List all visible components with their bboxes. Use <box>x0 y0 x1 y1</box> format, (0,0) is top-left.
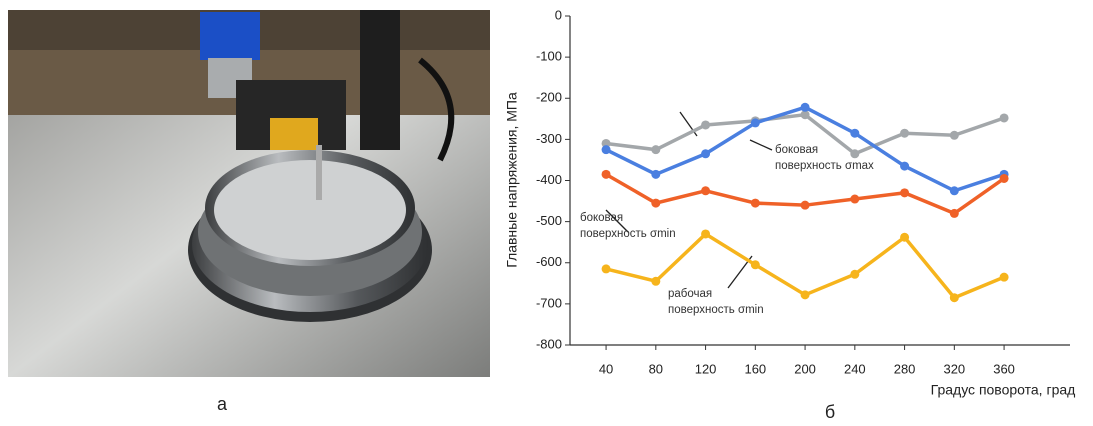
point <box>900 129 909 138</box>
x-tick-label: 200 <box>794 361 816 376</box>
photo <box>8 10 490 377</box>
point <box>701 120 710 129</box>
panel-label: а <box>217 394 228 414</box>
point <box>801 201 810 210</box>
point <box>850 195 859 204</box>
annotation: боковая <box>580 212 623 224</box>
x-tick-label: 280 <box>894 361 916 376</box>
point <box>950 131 959 140</box>
y-tick-label: -400 <box>536 172 562 187</box>
series-line <box>606 234 1004 298</box>
point <box>1000 273 1009 282</box>
y-tick-label: 0 <box>555 7 562 22</box>
y-axis-label: Главные напряжения, МПа <box>504 92 520 268</box>
point <box>651 277 660 286</box>
y-tick-label: -600 <box>536 254 562 269</box>
point <box>900 162 909 171</box>
point <box>900 233 909 242</box>
point <box>1000 113 1009 122</box>
x-tick-label: 80 <box>649 361 663 376</box>
point <box>1000 174 1009 183</box>
point <box>950 293 959 302</box>
point <box>602 264 611 273</box>
x-axis-label: Градус поворота, град <box>931 382 1076 398</box>
y-tick-label: -800 <box>536 336 562 351</box>
point <box>950 209 959 218</box>
y-tick-label: -700 <box>536 295 562 310</box>
point <box>651 199 660 208</box>
figure: а б Градус поворота, град Главные напряж… <box>0 0 1093 426</box>
point <box>850 270 859 279</box>
x-tick-label: 320 <box>943 361 965 376</box>
point <box>900 188 909 197</box>
point <box>751 260 760 269</box>
point <box>602 170 611 179</box>
figure-canvas: а б Градус поворота, град Главные напряж… <box>0 0 1093 426</box>
point <box>751 199 760 208</box>
x-tick-label: 120 <box>695 361 717 376</box>
x-tick-label: 40 <box>599 361 613 376</box>
x-tick-label: 160 <box>744 361 766 376</box>
annotation: рабочая <box>668 288 712 300</box>
annotation: поверхность σmin <box>668 304 764 316</box>
annotation: боковая <box>775 144 818 156</box>
point <box>850 129 859 138</box>
point <box>801 290 810 299</box>
point <box>801 103 810 112</box>
x-tick-label: 360 <box>993 361 1015 376</box>
point <box>950 186 959 195</box>
point <box>651 145 660 154</box>
point <box>701 186 710 195</box>
point <box>751 118 760 127</box>
point <box>651 170 660 179</box>
point <box>602 145 611 154</box>
panel-label: б <box>825 402 835 422</box>
annotation: поверхность σmin <box>580 228 676 240</box>
x-tick-label: 240 <box>844 361 866 376</box>
y-tick-label: -100 <box>536 49 562 64</box>
point <box>701 229 710 238</box>
point <box>850 149 859 158</box>
y-tick-label: -500 <box>536 213 562 228</box>
annotation: поверхность σmax <box>775 160 874 172</box>
y-tick-label: -300 <box>536 131 562 146</box>
point <box>701 149 710 158</box>
y-tick-label: -200 <box>536 90 562 105</box>
